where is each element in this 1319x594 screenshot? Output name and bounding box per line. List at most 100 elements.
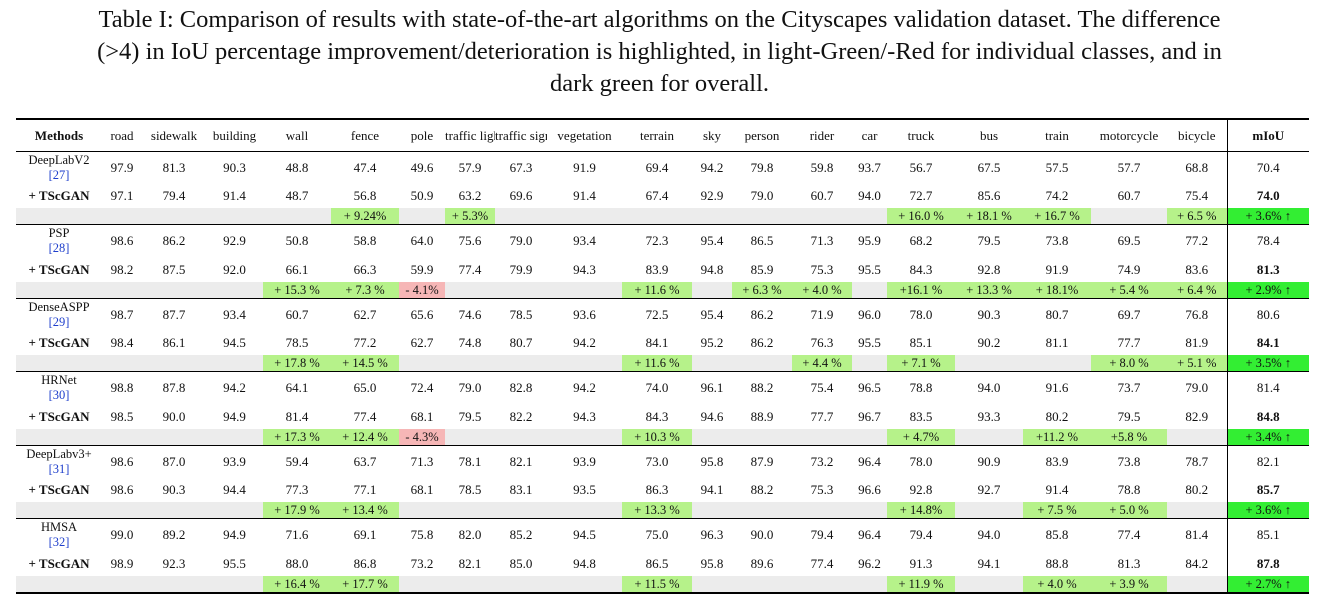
table-cell: 65.0 [353, 380, 377, 396]
table-cell: 95.8 [700, 555, 724, 571]
citation-link[interactable]: [31] [48, 461, 70, 476]
column-header: Methods [16, 118, 102, 152]
improvement-cell [142, 502, 206, 519]
table-cell: 78.0 [909, 453, 933, 469]
citation-link[interactable]: [29] [48, 314, 70, 329]
improvement-cell: + 3.6% ↑ [1226, 502, 1309, 519]
table-cell: 63.2 [458, 188, 482, 203]
table-cell: 79.0 [1185, 380, 1209, 396]
improvement-cell: + 2.7% ↑ [1226, 575, 1309, 594]
column-header: motorcycle [1091, 118, 1167, 152]
table-cell: 91.4 [223, 188, 246, 203]
improvement-cell: + 15.3 % [263, 281, 331, 299]
table-cell: 95.5 [858, 335, 881, 350]
improvement-cell [1167, 502, 1227, 519]
improvement-cell [622, 208, 692, 225]
table-cell: 89.2 [162, 527, 186, 543]
table-cell: 87.8 [162, 380, 186, 396]
table-cell: 94.3 [573, 261, 596, 277]
table-cell: 95.4 [700, 233, 724, 249]
improvement-cell: + 11.9 % [887, 575, 955, 594]
column-header: terrain [622, 118, 692, 152]
improvement-cell [399, 355, 445, 372]
table-cell: 68.8 [1185, 159, 1209, 175]
table-cell: 67.4 [645, 188, 669, 203]
column-header: road [102, 118, 142, 152]
improvement-cell: + 3.4% ↑ [1226, 428, 1309, 446]
table-cell: 95.4 [700, 306, 724, 322]
empty-cell [16, 281, 102, 299]
citation-link[interactable]: [27] [48, 167, 70, 182]
table-row-baseline: HMSA [32] 99.0 89.2 94.9 71.6 69.1 75.8 82.0 85.2… [16, 518, 1309, 552]
table-row-baseline: DeepLabv3+ [31] 98.6 87.0 93.9 59.4 63.7 71.3 78… [16, 445, 1309, 478]
table-cell: 69.1 [353, 527, 377, 543]
table-caption: Table I: Comparison of results with stat… [0, 4, 1319, 100]
column-header: traffic light [445, 118, 495, 152]
improvement-cell: + 3.6% ↑ [1226, 208, 1309, 225]
table-cell: 90.3 [977, 306, 1001, 322]
caption-line-3: dark green for overall. [549, 70, 770, 97]
improvement-cell [142, 208, 206, 225]
method-name: PSP [48, 226, 70, 241]
table-cell: 69.5 [1117, 233, 1141, 249]
table-cell: 90.3 [223, 159, 246, 175]
table-cell: 73.7 [1117, 380, 1141, 396]
table-cell: 75.3 [810, 482, 834, 497]
improvement-cell: + 11.6 % [622, 281, 692, 299]
table-cell: 79.4 [909, 527, 933, 543]
table-cell: 93.9 [573, 453, 596, 469]
improvement-cell [495, 355, 547, 372]
improvement-cell: + 10.3 % [622, 428, 692, 446]
improvement-cell: + 17.8 % [263, 355, 331, 372]
table-row-tscgan: + TScGAN 98.6 90.3 94.4 77.3 77.1 68.1 78.5 83.1… [16, 478, 1309, 502]
improvement-cell [547, 428, 622, 446]
table-cell: 87.7 [162, 306, 186, 322]
method-name-cell: DeepLabV2 [27] [16, 151, 102, 184]
table-cell: 81.3 [1117, 555, 1141, 571]
table-cell: 73.2 [410, 555, 434, 571]
improvement-cell [1023, 355, 1091, 372]
table-cell: 48.7 [285, 188, 309, 203]
citation-link[interactable]: [28] [48, 241, 70, 256]
table-cell: 79.5 [977, 233, 1001, 249]
column-header: person [732, 118, 792, 152]
results-table: Methods road sidewalk building wall fence pole… [16, 118, 1309, 594]
citation-link[interactable]: [30] [48, 388, 70, 403]
table-cell: 94.8 [573, 555, 596, 571]
citation-link[interactable]: [32] [48, 535, 70, 550]
table-cell: 94.2 [700, 159, 724, 175]
table-cell: 60.7 [810, 188, 834, 203]
table-cell: 88.8 [1045, 555, 1069, 571]
table-cell: 59.4 [285, 453, 309, 469]
table-cell: 65.6 [410, 306, 434, 322]
table-cell: 75.0 [645, 527, 669, 543]
table-cell: 82.9 [1185, 408, 1209, 424]
table-cell: 79.0 [458, 380, 482, 396]
table-cell: 60.7 [285, 306, 309, 322]
table-cell: 64.1 [285, 380, 309, 396]
table-cell: 78.1 [458, 453, 482, 469]
table-row-tscgan: + TScGAN 98.2 87.5 92.0 66.1 66.3 59.9 77.4 79.9… [16, 257, 1309, 282]
column-header: rider [792, 118, 852, 152]
improvement-cell: + 18.1 % [955, 208, 1023, 225]
table-cell: 67.3 [509, 159, 533, 175]
table-cell: 90.2 [977, 335, 1001, 350]
table-row-baseline: HRNet [30] 98.8 87.8 94.2 64.1 65.0 72.4 79.0 82.… [16, 371, 1309, 405]
table-cell: 79.9 [509, 261, 533, 277]
table-cell: 93.5 [573, 482, 596, 497]
table-cell: 82.2 [509, 408, 533, 424]
table-cell: 91.9 [573, 159, 596, 175]
table-cell: 95.2 [700, 335, 724, 350]
table-cell: 73.0 [645, 453, 669, 469]
improvement-cell: + 5.4 % [1091, 281, 1167, 299]
improvement-cell [547, 208, 622, 225]
column-header: bicycle [1167, 118, 1227, 152]
table-cell: 81.9 [1185, 335, 1209, 350]
table-cell: 76.3 [810, 335, 834, 350]
table-cell: 93.7 [858, 159, 881, 175]
improvement-cell [206, 281, 263, 299]
improvement-cell [792, 575, 852, 594]
improvement-cell: + 17.3 % [263, 428, 331, 446]
table-cell: 74.2 [1045, 188, 1069, 203]
table-cell: 79.4 [810, 527, 834, 543]
